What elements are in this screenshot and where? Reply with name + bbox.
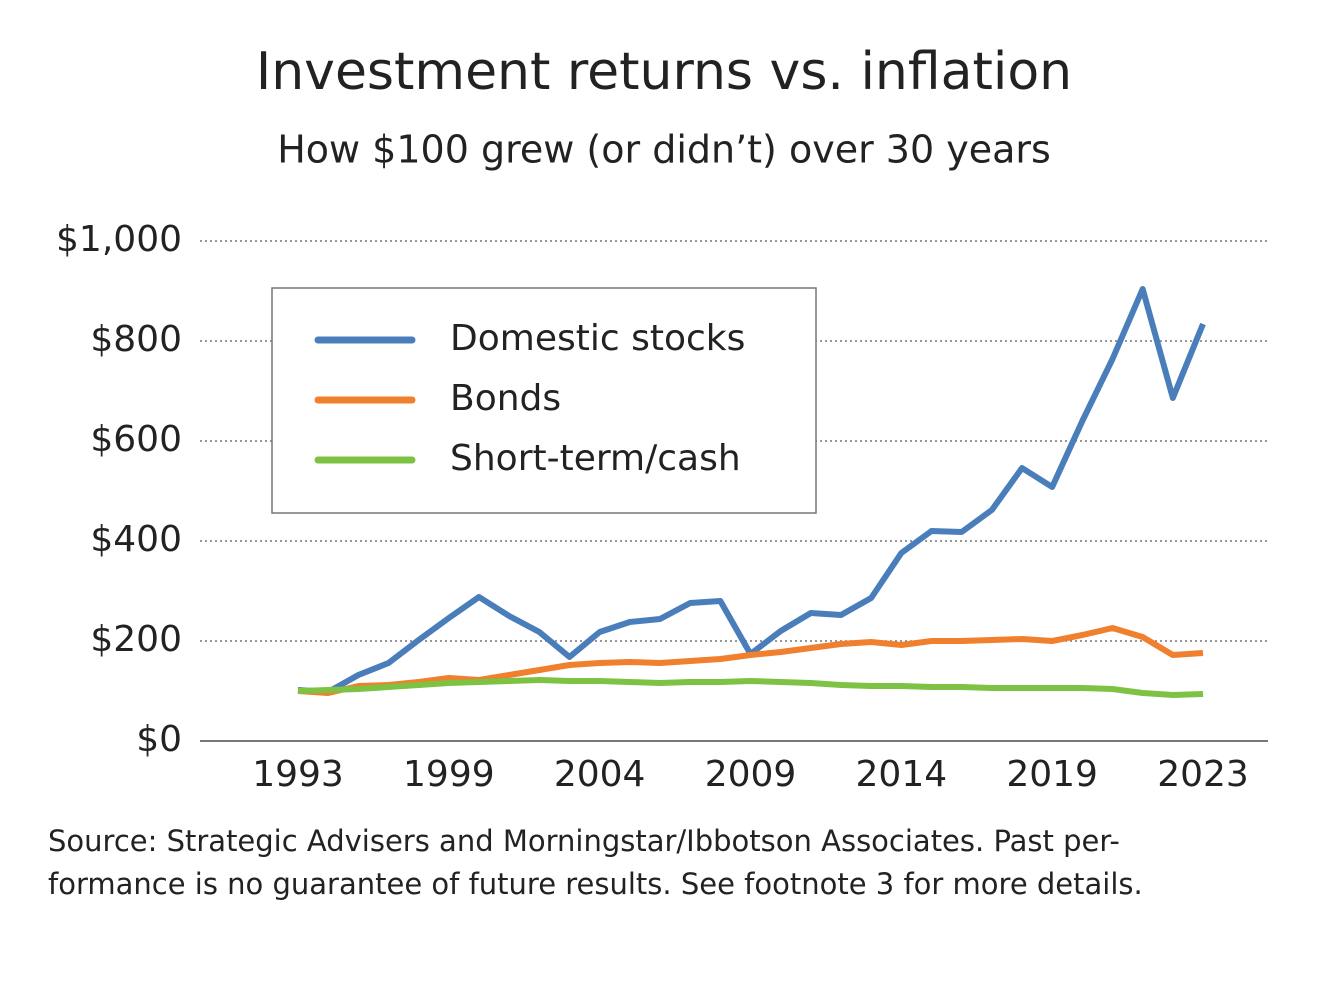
chart-subtitle: How $100 grew (or didn’t) over 30 years bbox=[277, 128, 1051, 172]
y-tick-label: $200 bbox=[90, 619, 182, 660]
y-tick-label: $0 bbox=[136, 719, 182, 760]
chart-title: Investment returns vs. inflation bbox=[256, 42, 1072, 102]
y-tick-label: $800 bbox=[90, 319, 182, 360]
x-tick-label: 2004 bbox=[554, 754, 646, 795]
source-note: Source: Strategic Advisers and Morningst… bbox=[48, 824, 1120, 858]
x-tick-label: 1993 bbox=[252, 754, 344, 795]
y-tick-label: $400 bbox=[90, 519, 182, 560]
x-tick-label: 2019 bbox=[1006, 754, 1098, 795]
source-note: formance is no guarantee of future resul… bbox=[48, 867, 1143, 901]
series-line bbox=[297, 677, 1204, 698]
y-tick-label: $600 bbox=[90, 419, 182, 460]
x-tick-label: 2014 bbox=[856, 754, 948, 795]
y-tick-label: $1,000 bbox=[56, 219, 182, 260]
series-line bbox=[297, 625, 1204, 696]
x-tick-label: 1999 bbox=[403, 754, 495, 795]
legend-label: Bonds bbox=[450, 378, 561, 419]
legend-label: Short-term/cash bbox=[450, 438, 741, 479]
x-tick-label: 2009 bbox=[705, 754, 797, 795]
x-tick-label: 2023 bbox=[1157, 754, 1249, 795]
legend-label: Domestic stocks bbox=[450, 318, 745, 359]
